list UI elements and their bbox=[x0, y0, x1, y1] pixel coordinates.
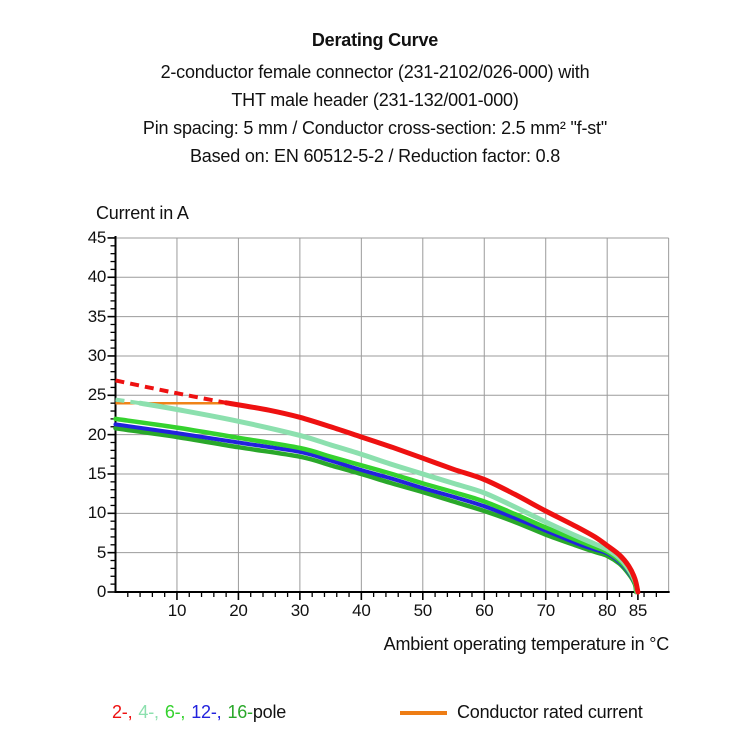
x-tick-label: 30 bbox=[290, 601, 310, 620]
chart-subtitle-4: Based on: EN 60512-5-2 / Reduction facto… bbox=[189, 146, 561, 166]
rated-current-label: Conductor rated current bbox=[457, 702, 643, 722]
y-tick-label: 40 bbox=[87, 267, 107, 287]
series-16-pole bbox=[113, 426, 639, 595]
legend-pole-12-label: 12-, bbox=[191, 702, 222, 722]
y-axis-title: Current in A bbox=[96, 203, 189, 223]
y-tick-label: 30 bbox=[87, 345, 107, 365]
legend-pole-4-label: 4-, bbox=[138, 702, 159, 722]
legend-pole-suffix: pole bbox=[252, 702, 287, 722]
legend-pole-16-label: 16- bbox=[227, 702, 253, 722]
x-tick-label: 70 bbox=[536, 601, 556, 620]
x-tick-label: 20 bbox=[229, 601, 248, 620]
series-12-pole bbox=[113, 422, 639, 594]
series-2-pole bbox=[115, 378, 641, 595]
axis-ticks bbox=[107, 237, 657, 600]
y-tick-label: 0 bbox=[96, 582, 106, 601]
chart-title: Derating Curve bbox=[311, 30, 439, 50]
y-tick-label: 5 bbox=[96, 542, 106, 562]
legend-pole-counts: 2-, 4-, 6-, 12-, 16-pole bbox=[112, 702, 286, 723]
y-tick-label: 20 bbox=[87, 424, 107, 444]
y-tick-label: 15 bbox=[87, 463, 107, 483]
chart-subtitle-2: THT male header (231-132/001-000) bbox=[231, 90, 519, 110]
y-tick-label: 10 bbox=[87, 503, 107, 523]
legend-pole-6-label: 6-, bbox=[164, 702, 186, 722]
legend-rated-current: Conductor rated current bbox=[400, 702, 643, 723]
x-tick-label: 50 bbox=[413, 601, 433, 620]
y-tick-label: 35 bbox=[87, 306, 107, 326]
chart-subtitle-3: Pin spacing: 5 mm / Conductor cross-sect… bbox=[142, 118, 608, 138]
x-axis-title: Ambient operating temperature in °C bbox=[383, 634, 670, 654]
rated-current-line-swatch bbox=[400, 711, 447, 715]
x-tick-label: 40 bbox=[352, 601, 371, 620]
x-tick-label: 80 bbox=[598, 601, 617, 620]
x-tick-label: 85 bbox=[628, 601, 648, 620]
y-tick-label: 25 bbox=[87, 385, 107, 405]
legend-pole-2-label: 2-, bbox=[112, 702, 133, 722]
x-tick-label: 60 bbox=[475, 601, 494, 620]
y-tick-label: 45 bbox=[87, 227, 107, 247]
axes bbox=[114, 235, 670, 593]
chart-header: Derating Curve 2-conductor female connec… bbox=[0, 28, 750, 170]
series-6-pole bbox=[113, 416, 639, 595]
x-tick-label: 10 bbox=[167, 601, 187, 620]
chart-subtitle-1: 2-conductor female connector (231-2102/0… bbox=[160, 62, 590, 82]
